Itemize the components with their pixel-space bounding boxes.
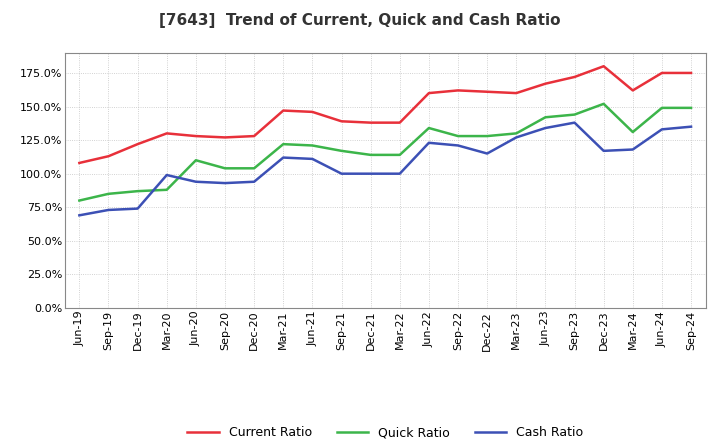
Current Ratio: [75, 160, 84, 165]
Line: Cash Ratio: Cash Ratio: [79, 123, 691, 215]
Current Ratio: [366, 120, 375, 125]
Quick Ratio: [192, 158, 200, 163]
Cash Ratio: [483, 151, 492, 156]
Cash Ratio: [512, 135, 521, 140]
Cash Ratio: [308, 156, 317, 161]
Quick Ratio: [425, 125, 433, 131]
Quick Ratio: [308, 143, 317, 148]
Quick Ratio: [250, 166, 258, 171]
Current Ratio: [541, 81, 550, 86]
Quick Ratio: [454, 133, 462, 139]
Cash Ratio: [599, 148, 608, 154]
Cash Ratio: [104, 207, 113, 213]
Cash Ratio: [279, 155, 287, 160]
Current Ratio: [629, 88, 637, 93]
Quick Ratio: [104, 191, 113, 197]
Current Ratio: [220, 135, 229, 140]
Cash Ratio: [250, 179, 258, 184]
Quick Ratio: [337, 148, 346, 154]
Current Ratio: [687, 70, 696, 76]
Current Ratio: [395, 120, 404, 125]
Legend: Current Ratio, Quick Ratio, Cash Ratio: Current Ratio, Quick Ratio, Cash Ratio: [182, 422, 588, 440]
Quick Ratio: [483, 133, 492, 139]
Cash Ratio: [366, 171, 375, 176]
Current Ratio: [104, 154, 113, 159]
Quick Ratio: [163, 187, 171, 192]
Quick Ratio: [220, 166, 229, 171]
Cash Ratio: [425, 140, 433, 146]
Quick Ratio: [657, 105, 666, 110]
Current Ratio: [163, 131, 171, 136]
Quick Ratio: [512, 131, 521, 136]
Quick Ratio: [279, 142, 287, 147]
Quick Ratio: [75, 198, 84, 203]
Line: Current Ratio: Current Ratio: [79, 66, 691, 163]
Current Ratio: [192, 133, 200, 139]
Cash Ratio: [337, 171, 346, 176]
Quick Ratio: [133, 188, 142, 194]
Cash Ratio: [395, 171, 404, 176]
Current Ratio: [512, 91, 521, 96]
Quick Ratio: [395, 152, 404, 158]
Current Ratio: [250, 133, 258, 139]
Current Ratio: [483, 89, 492, 95]
Current Ratio: [133, 142, 142, 147]
Current Ratio: [308, 109, 317, 114]
Quick Ratio: [629, 129, 637, 135]
Cash Ratio: [75, 213, 84, 218]
Cash Ratio: [133, 206, 142, 211]
Quick Ratio: [570, 112, 579, 117]
Cash Ratio: [192, 179, 200, 184]
Cash Ratio: [687, 124, 696, 129]
Cash Ratio: [541, 125, 550, 131]
Quick Ratio: [366, 152, 375, 158]
Cash Ratio: [163, 172, 171, 178]
Cash Ratio: [657, 127, 666, 132]
Current Ratio: [599, 64, 608, 69]
Current Ratio: [657, 70, 666, 76]
Cash Ratio: [629, 147, 637, 152]
Current Ratio: [454, 88, 462, 93]
Current Ratio: [425, 91, 433, 96]
Cash Ratio: [570, 120, 579, 125]
Quick Ratio: [541, 115, 550, 120]
Line: Quick Ratio: Quick Ratio: [79, 104, 691, 201]
Current Ratio: [570, 74, 579, 80]
Cash Ratio: [454, 143, 462, 148]
Cash Ratio: [220, 180, 229, 186]
Current Ratio: [337, 119, 346, 124]
Quick Ratio: [599, 101, 608, 106]
Current Ratio: [279, 108, 287, 113]
Quick Ratio: [687, 105, 696, 110]
Text: [7643]  Trend of Current, Quick and Cash Ratio: [7643] Trend of Current, Quick and Cash …: [159, 13, 561, 28]
